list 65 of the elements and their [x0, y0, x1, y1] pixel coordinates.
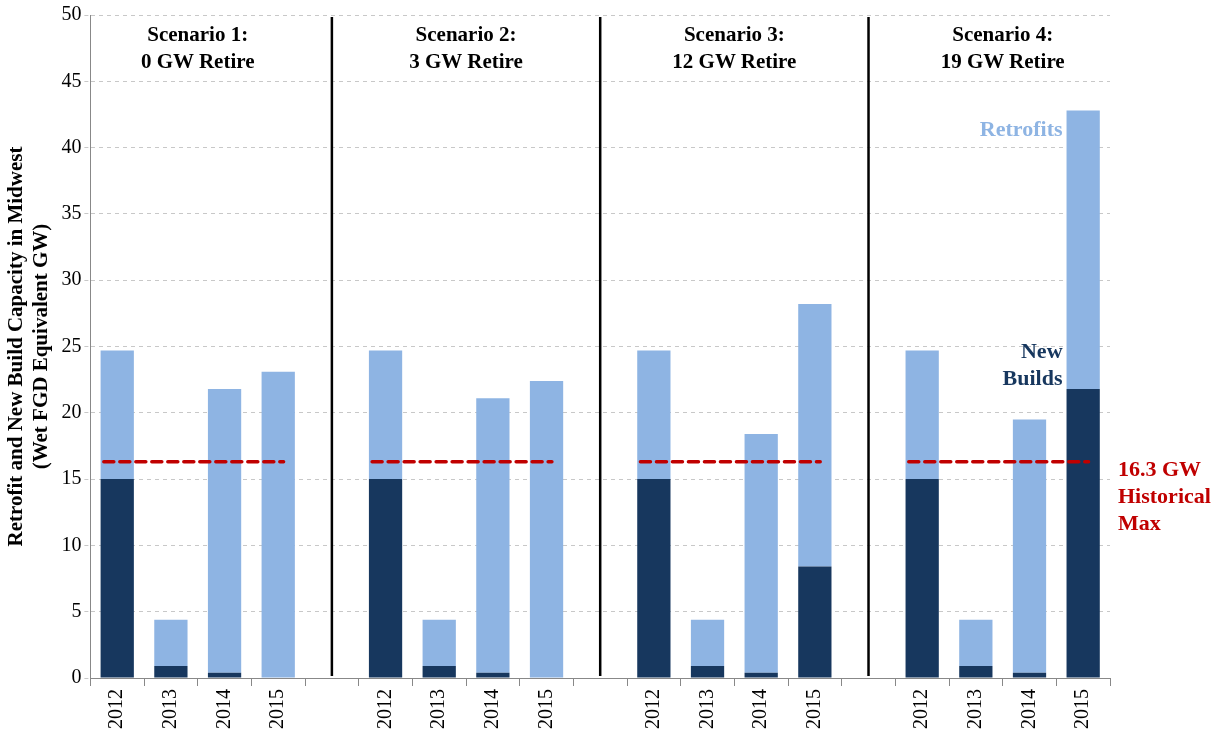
x-tick-label: 2014: [748, 689, 771, 729]
y-tick-label: 40: [61, 134, 82, 157]
bar: [637, 350, 671, 480]
bar: [690, 666, 725, 678]
bar: [529, 380, 564, 678]
annotation: Scenario 1: 0 GW Retire: [140, 22, 255, 74]
ref-line-label: 16.3 GW Historical Max: [1118, 455, 1211, 535]
y-tick-label: 50: [61, 2, 82, 25]
bar: [422, 619, 456, 667]
y-tick-label: 30: [61, 267, 82, 290]
bar: [959, 619, 993, 667]
y-tick-label: 20: [61, 400, 82, 423]
bar: [100, 350, 134, 480]
annotation: Scenario 4: 19 GW Retire: [940, 22, 1065, 74]
bar: [422, 666, 456, 678]
bar: [959, 666, 993, 678]
x-tick-label: 2015: [265, 689, 288, 729]
bar: [1012, 419, 1047, 673]
x-tick-label: 2015: [1070, 689, 1093, 729]
bar: [690, 619, 725, 667]
y-tick-label: 15: [61, 466, 82, 489]
x-tick-label: 2013: [694, 689, 717, 729]
bar: [100, 479, 134, 678]
y-tick-label: 45: [61, 68, 82, 91]
y-tick-label: 25: [61, 333, 82, 356]
x-tick-label: 2015: [802, 689, 825, 729]
bar: [476, 672, 510, 678]
y-tick-label: 10: [61, 532, 82, 555]
annotation: Scenario 3: 12 GW Retire: [672, 22, 797, 74]
x-tick-label: 2012: [104, 689, 127, 729]
x-tick-label: 2013: [426, 689, 449, 729]
bar: [154, 619, 188, 667]
bar: [1012, 672, 1047, 678]
bar: [798, 304, 832, 567]
bar: [476, 398, 510, 673]
bar: [207, 672, 242, 678]
bar: [637, 479, 671, 678]
bar: [154, 666, 188, 678]
bar: [905, 350, 939, 480]
bar: [905, 479, 939, 678]
x-tick-label: 2015: [533, 689, 556, 729]
bar: [368, 479, 403, 678]
series-label: New Builds: [1002, 337, 1063, 390]
y-tick-label: 5: [71, 598, 82, 621]
y-axis-title: Retrofit and New Build Capacity in Midwest (Wet FGD Equivalent GW): [3, 146, 53, 547]
annotation: Scenario 2: 3 GW Retire: [409, 22, 523, 74]
bar: [368, 350, 403, 480]
x-tick-label: 2012: [909, 689, 932, 729]
x-tick-label: 2014: [1016, 689, 1039, 729]
x-tick-label: 2013: [963, 689, 986, 729]
bar: [744, 672, 778, 678]
bar: [1066, 388, 1100, 678]
y-tick-label: 35: [61, 201, 82, 224]
bar: [798, 566, 832, 678]
bar: [744, 434, 778, 673]
bar: [207, 388, 242, 673]
x-tick-label: 2014: [480, 689, 503, 729]
y-tick-label: 0: [71, 665, 82, 688]
x-tick-label: 2012: [372, 689, 395, 729]
bar: [1066, 110, 1100, 389]
series-label: Retrofits: [979, 116, 1063, 142]
x-tick-label: 2014: [211, 689, 234, 729]
x-tick-label: 2012: [641, 689, 664, 729]
bar: [261, 371, 295, 678]
x-tick-label: 2013: [158, 689, 181, 729]
